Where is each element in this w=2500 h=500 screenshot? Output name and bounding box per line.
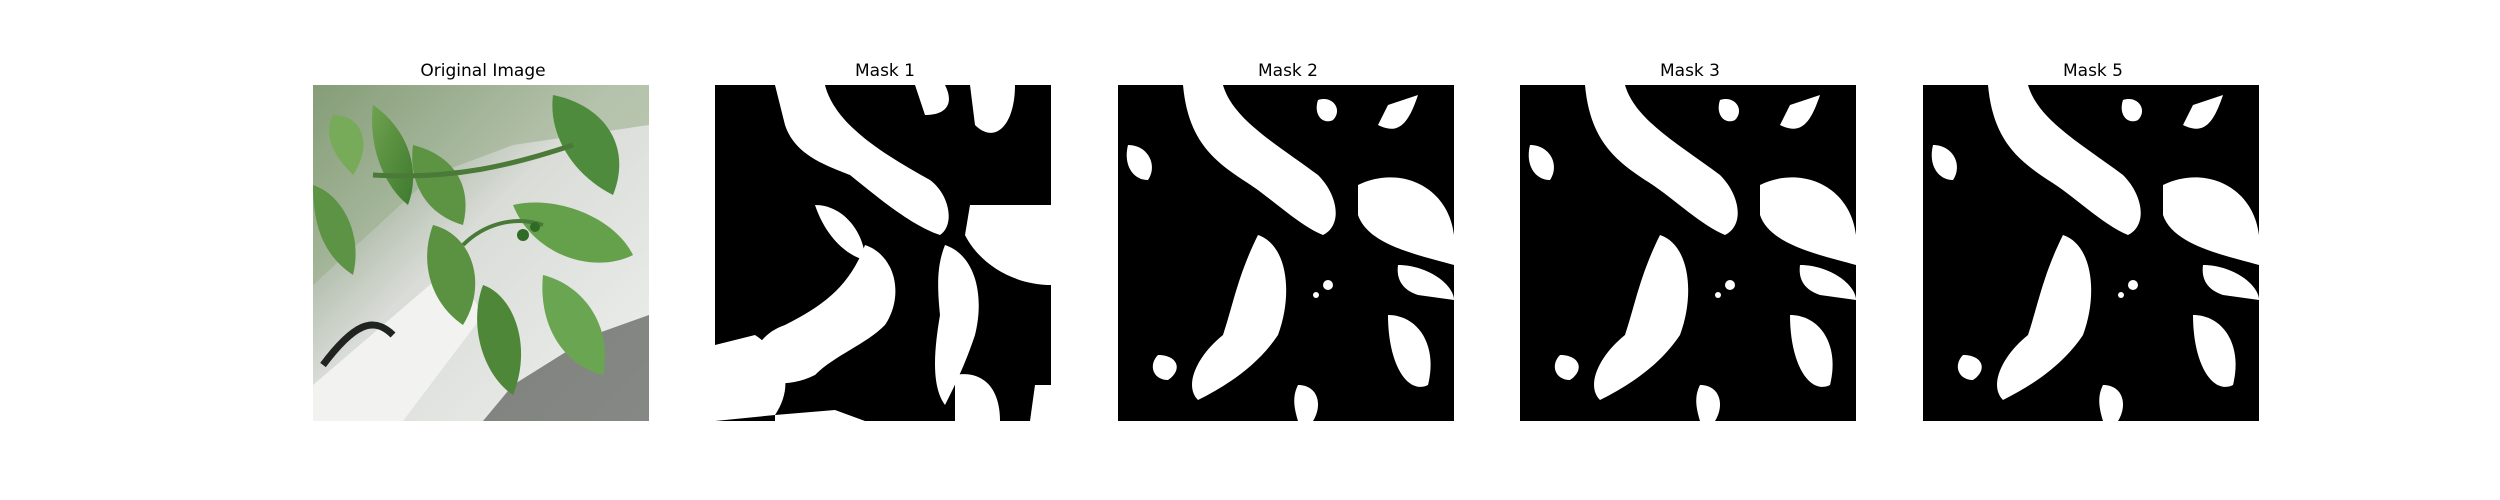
panel-title: Mask 2 <box>1257 61 1318 81</box>
mask-5-image <box>1923 85 2259 421</box>
original-photo <box>313 85 649 421</box>
panel-title: Mask 1 <box>854 61 915 81</box>
panel-mask-1: Mask 1 <box>715 58 1055 421</box>
mask-2-shapes <box>1118 85 1454 421</box>
panel-title: Original Image <box>420 61 546 81</box>
panel-mask-3: Mask 3 <box>1520 58 1860 421</box>
mask-2-image <box>1118 85 1454 421</box>
mask-1-image <box>715 85 1051 421</box>
panel-title: Mask 3 <box>1659 61 1720 81</box>
mask-3-shapes <box>1520 85 1856 421</box>
mask-1-shapes <box>715 85 1051 421</box>
panel-mask-5: Mask 5 <box>1923 58 2263 421</box>
panel-mask-2: Mask 2 <box>1118 58 1458 421</box>
plant-photo <box>313 85 649 421</box>
mask-3-image <box>1520 85 1856 421</box>
panel-original-image: Original Image <box>313 58 653 421</box>
panel-title: Mask 5 <box>2062 61 2123 81</box>
mask-5-shapes <box>1923 85 2259 421</box>
